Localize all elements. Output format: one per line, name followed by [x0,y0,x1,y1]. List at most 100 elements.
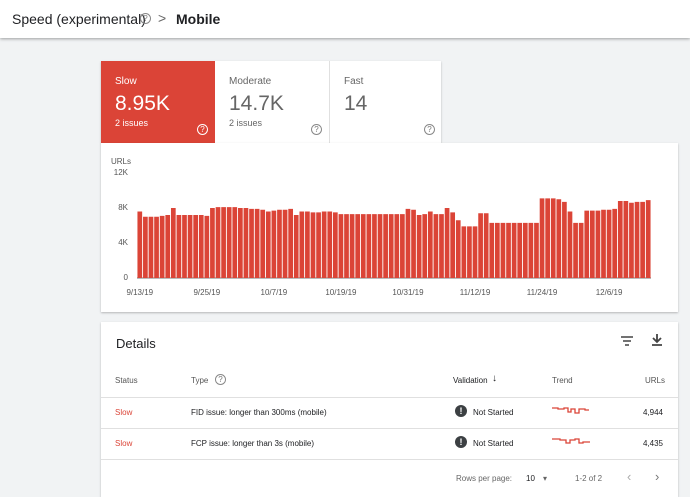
bar [372,214,377,278]
column-header[interactable]: Validation [453,376,488,385]
bar [478,213,483,278]
column-header: Trend [552,376,573,385]
rows-per-page-label: Rows per page: [456,474,513,483]
bar [550,198,556,278]
bar [472,226,478,278]
rows-per-page-value[interactable]: 10 [526,474,535,483]
trend-sparkline [552,438,590,444]
dropdown-arrow[interactable]: ▾ [543,474,548,483]
download-icon[interactable] [650,333,664,347]
summary-label: Moderate [229,76,272,87]
x-tick-label: 10/31/19 [392,288,424,297]
issue-type[interactable]: FCP issue: longer than 3s (mobile) [191,439,315,448]
bar [249,208,254,278]
bar [422,214,428,278]
help-icon[interactable]: ? [197,124,208,135]
bar [170,208,176,278]
bar [601,209,606,278]
summary-issues: 2 issues [229,118,263,128]
bar [645,200,651,278]
bar [154,216,159,278]
bar [165,215,171,278]
prev-page[interactable]: ‹ [627,469,632,484]
help-icon[interactable]: ? [215,374,226,385]
bar [221,207,226,278]
row-divider [101,428,678,429]
sort-arrow: ↓ [492,373,497,384]
column-header: URLs [645,376,666,385]
summary-card[interactable]: Moderate 14.7K 2 issues ? [215,61,330,143]
bar [193,215,199,278]
y-tick-label: 0 [124,273,129,282]
help-icon[interactable]: ? [424,124,435,135]
bar [226,207,232,278]
summary-value: 14.7K [229,92,284,115]
bar [427,211,433,278]
help-icon[interactable]: ? [311,124,322,135]
validation: Not Started [473,408,514,417]
bar [210,208,215,278]
url-count: 4,944 [642,408,663,417]
bar [411,209,416,278]
bar [176,215,182,278]
bar [332,212,338,278]
bar [511,222,517,278]
bar [310,212,316,278]
bar [187,215,193,278]
summary-value: 14 [344,92,368,115]
bar [489,222,495,278]
bar [238,208,243,278]
next-page[interactable]: › [655,469,660,484]
bar [634,201,640,278]
summary-label: Fast [344,76,364,87]
bar [455,220,461,278]
summary-issues: 2 issues [115,118,149,128]
x-tick-label: 10/7/19 [261,288,288,297]
bar [293,215,299,278]
bar [556,199,562,278]
bar [539,198,545,278]
x-tick-label: 12/6/19 [596,288,623,297]
y-tick-label: 8K [118,203,128,212]
bar [349,214,355,278]
summary-card[interactable]: Slow 8.95K 2 issues ? [101,61,215,143]
status-icon: ! [455,405,467,417]
bar [467,226,472,278]
status-icon: ! [455,436,467,448]
bar [159,215,165,278]
bar [288,208,293,278]
bar [623,201,629,278]
bar [316,212,321,278]
chart: URLs 0 4K 8K 12K 9/13/19 9/25/19 10/7/19 10/19/… [101,143,678,312]
bar [562,201,567,278]
bar [198,215,204,278]
trend-sparkline [552,407,589,414]
header-title[interactable]: Speed (experimental) [12,11,146,27]
bar [444,208,450,278]
validation: Not Started [473,439,514,448]
help-icon[interactable]: ? [140,13,151,24]
bar [405,208,411,278]
bar [321,211,327,278]
bar [629,202,634,278]
bar [271,210,277,278]
y-tick-label: 4K [118,238,128,247]
bar [254,208,260,278]
row-divider [101,459,678,460]
x-tick-label: 9/13/19 [126,288,153,297]
bar [383,214,388,278]
bar [366,214,372,278]
summary-value: 8.95K [115,92,170,115]
bar [143,216,148,278]
column-header: Type [191,376,209,385]
issue-type[interactable]: FID issue: longer than 300ms (mobile) [191,408,327,417]
sparkline-path [552,438,590,444]
filter-icon[interactable] [619,334,635,348]
summary-card[interactable]: Fast 14 ? [330,61,444,143]
bar [232,207,238,278]
header: Speed (experimental) ? > Mobile [0,0,690,38]
status: Slow [115,408,133,417]
bar [439,214,444,278]
url-count: 4,435 [642,439,663,448]
